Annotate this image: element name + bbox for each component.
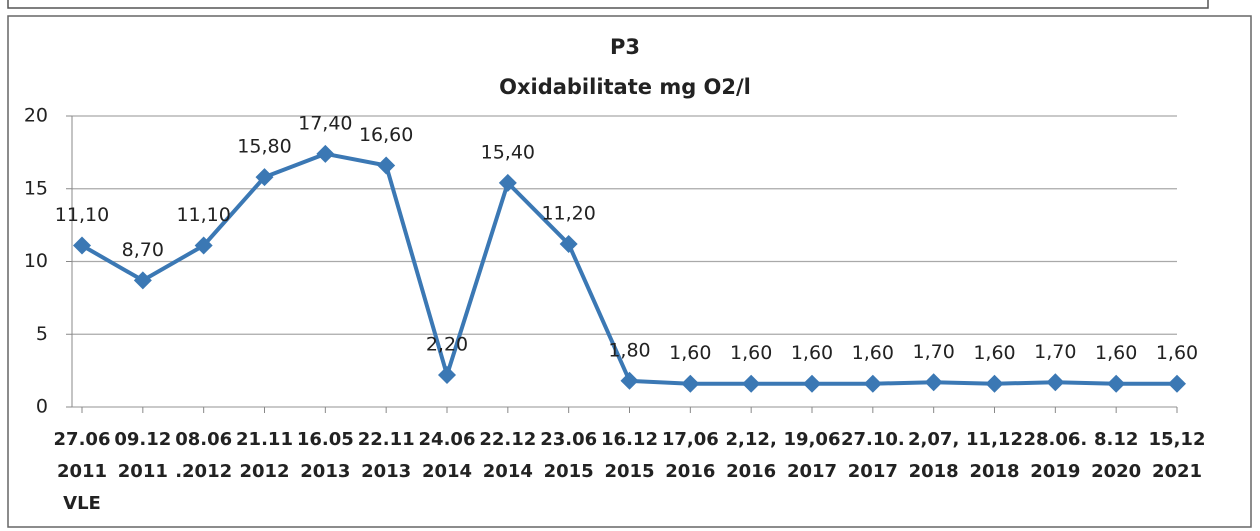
data-label: 1,60 [1095,342,1137,364]
data-label: 17,40 [298,112,352,134]
data-label: 2,20 [426,333,468,355]
x-tick-label: 28.06. [1023,429,1087,450]
data-label: 15,80 [237,136,291,158]
x-tick-label: 08.06 [175,429,232,450]
chart-border [7,15,1252,528]
x-tick-label: 2014 [422,461,472,482]
y-tick-label: 10 [24,250,48,272]
data-point [438,365,456,384]
data-label: 1,60 [791,342,833,364]
data-label: 11,10 [55,204,109,226]
x-tick-label: 24.06 [419,429,476,450]
x-tick-label: 2011 [118,461,168,482]
x-tick-label: 11,12 [966,429,1023,450]
x-tick-label: 19,06 [784,429,841,450]
x-tick-label: VLE [63,493,101,514]
x-tick-label: 2015 [544,461,594,482]
x-tick-label: 2021 [1152,461,1202,482]
data-point [316,144,335,163]
x-tick-label: 23.06 [540,429,597,450]
x-tick-label: 2016 [665,461,715,482]
data-point [863,374,882,393]
x-tick-label: .2012 [175,461,232,482]
x-tick-label: 2018 [969,461,1019,482]
data-label: 1,60 [852,342,894,364]
y-tick-label: 15 [24,177,48,199]
data-point [1107,374,1126,393]
data-point [194,236,213,255]
data-label: 1,60 [669,342,711,364]
x-tick-label: 17,06 [662,429,719,450]
data-point [1168,374,1186,393]
x-tick-label: 15,12 [1149,429,1206,450]
data-label: 1,70 [913,341,955,363]
x-tick-label: 21.11 [236,429,293,450]
data-label: 1,60 [730,342,772,364]
x-tick-label: 22.11 [358,429,415,450]
x-tick-label: 16.12 [601,429,658,450]
data-point [742,374,761,393]
data-point [133,271,152,290]
data-point [681,374,700,393]
x-tick-label: 2012 [239,461,289,482]
y-tick-label: 20 [24,105,48,127]
data-label: 1,60 [973,342,1015,364]
x-tick-label: 2,12, [726,429,777,450]
x-tick-label: 8.12 [1094,429,1138,450]
x-tick-label: 27.10. [841,429,905,450]
x-tick-label: 2013 [300,461,350,482]
data-label: 11,20 [541,203,595,225]
data-label: 16,60 [359,124,413,146]
x-tick-label: 2017 [848,461,898,482]
data-label: 1,80 [608,339,650,361]
data-label: 11,10 [176,204,230,226]
data-point [803,374,821,393]
x-tick-label: 2018 [909,461,959,482]
x-tick-label: 2020 [1091,461,1141,482]
x-tick-label: 2015 [604,461,654,482]
data-point [559,235,578,254]
upper-frame [7,0,1209,9]
x-tick-label: 16.05 [297,429,354,450]
x-tick-label: 22.12 [479,429,536,450]
data-point [498,173,517,192]
data-point [255,168,274,187]
x-tick-label: 27.06 [54,429,111,450]
data-label: 15,40 [481,141,535,163]
x-tick-label: 2017 [787,461,837,482]
data-point [1046,373,1065,392]
x-tick-label: 2014 [483,461,533,482]
y-tick-label: 0 [36,396,48,418]
data-point [985,374,1004,393]
y-tick-label: 5 [36,323,48,345]
x-tick-label: 2016 [726,461,776,482]
x-tick-label: 2013 [361,461,411,482]
x-tick-label: 09.12 [114,429,171,450]
data-point [377,156,396,175]
data-label: 1,60 [1156,342,1198,364]
data-point [620,371,639,390]
data-point [73,236,91,255]
x-tick-label: 2019 [1030,461,1080,482]
chart-subtitle: Oxidabilitate mg O2/l [499,75,751,99]
data-label: 8,70 [122,239,164,261]
data-point [924,373,943,392]
data-label: 1,70 [1034,341,1076,363]
x-tick-label: 2011 [57,461,107,482]
x-tick-label: 2,07, [908,429,959,450]
chart-title: P3 [610,35,640,59]
